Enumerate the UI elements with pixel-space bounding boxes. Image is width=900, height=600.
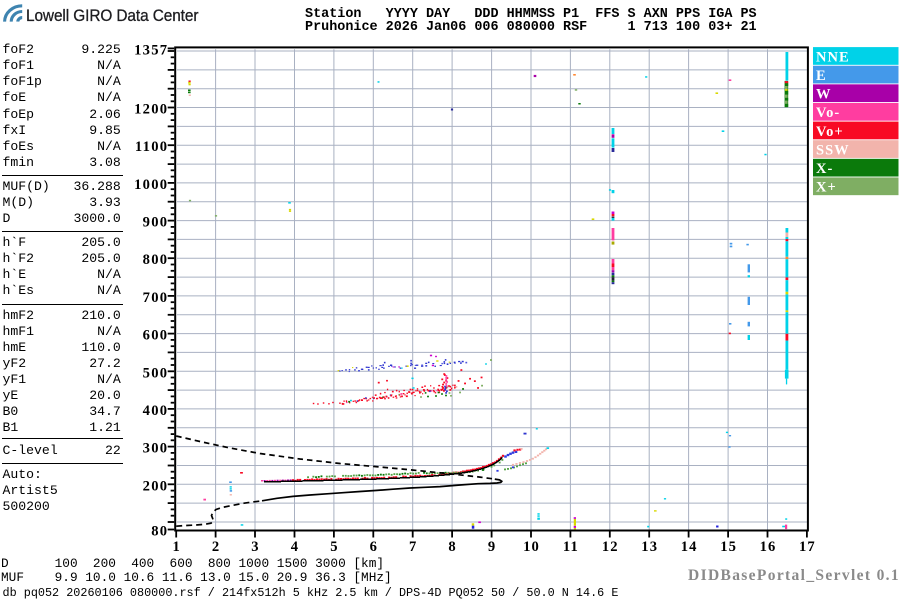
svg-text:200: 200 <box>143 478 169 494</box>
svg-text:600: 600 <box>143 328 169 344</box>
svg-text:1200: 1200 <box>134 102 168 118</box>
svg-text:16: 16 <box>760 539 777 555</box>
svg-text:11: 11 <box>563 539 579 555</box>
svg-text:X+: X+ <box>816 180 837 196</box>
svg-text:5: 5 <box>330 539 338 555</box>
svg-text:800: 800 <box>143 252 169 268</box>
svg-text:6: 6 <box>370 539 378 555</box>
svg-text:2: 2 <box>212 539 220 555</box>
svg-text:12: 12 <box>602 539 619 555</box>
svg-text:900: 900 <box>143 215 169 231</box>
svg-text:1000: 1000 <box>134 177 168 193</box>
svg-text:17: 17 <box>799 539 816 555</box>
svg-text:X-: X- <box>816 161 833 177</box>
svg-text:1357: 1357 <box>134 42 168 58</box>
svg-text:4: 4 <box>291 539 299 555</box>
svg-text:10: 10 <box>523 539 540 555</box>
svg-text:700: 700 <box>143 290 169 306</box>
svg-text:500: 500 <box>143 365 169 381</box>
svg-text:400: 400 <box>143 403 169 419</box>
svg-text:14: 14 <box>681 539 698 555</box>
svg-text:300: 300 <box>143 441 169 457</box>
svg-text:13: 13 <box>641 539 658 555</box>
svg-text:15: 15 <box>720 539 737 555</box>
svg-text:E: E <box>816 68 827 84</box>
svg-text:3: 3 <box>251 539 259 555</box>
svg-text:80: 80 <box>151 524 168 540</box>
svg-text:9: 9 <box>488 539 496 555</box>
svg-text:1: 1 <box>172 539 180 555</box>
svg-text:SSW: SSW <box>816 142 850 158</box>
svg-text:Vo+: Vo+ <box>816 124 844 140</box>
svg-text:7: 7 <box>409 539 417 555</box>
svg-text:NNE: NNE <box>816 49 850 65</box>
svg-text:W: W <box>816 87 832 103</box>
svg-text:8: 8 <box>448 539 456 555</box>
svg-text:Vo-: Vo- <box>816 105 840 121</box>
svg-text:1100: 1100 <box>135 139 168 155</box>
